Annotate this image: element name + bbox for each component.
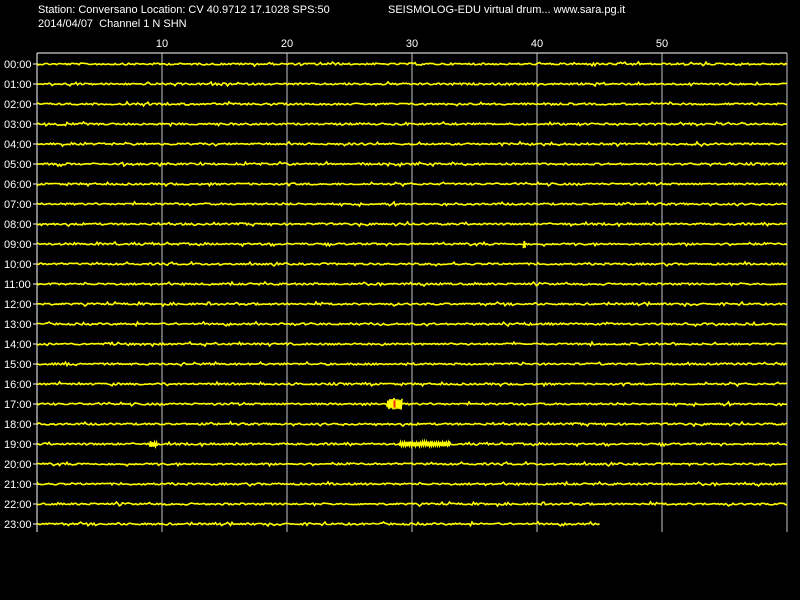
row-label-2200: 22:00 (4, 499, 32, 511)
trace-row-2300 (36, 520, 600, 528)
row-label-0400: 04:00 (4, 139, 32, 151)
row-label-1400: 14:00 (4, 339, 32, 351)
row-label-0500: 05:00 (4, 159, 32, 171)
event-trace-3 (522, 240, 527, 249)
station-info: Station: Conversano Location: CV 40.9712… (38, 4, 330, 16)
trace-row-0200 (37, 100, 788, 108)
row-label-1100: 11:00 (4, 279, 31, 291)
trace-row-0500 (36, 160, 788, 168)
trace-row-0300 (36, 120, 788, 128)
trace-row-2100 (36, 480, 788, 488)
row-label-1300: 13:00 (4, 319, 32, 331)
x-tick-label-10: 10 (156, 38, 168, 50)
row-label-2300: 23:00 (4, 519, 32, 531)
x-tick-label-50: 50 (656, 38, 668, 50)
date-channel-info: 2014/04/07 Channel 1 N SHN (38, 18, 187, 30)
event-trace-2 (398, 438, 451, 450)
row-label-0000: 00:00 (4, 59, 32, 71)
row-label-2000: 20:00 (4, 459, 32, 471)
trace-row-2200 (36, 500, 788, 508)
program-title: SEISMOLOG-EDU virtual drum... www.sara.p… (388, 4, 626, 16)
trace-row-1500 (36, 360, 788, 368)
trace-row-0000 (36, 60, 788, 68)
row-label-0700: 07:00 (4, 199, 32, 211)
row-label-2100: 21:00 (4, 479, 32, 491)
row-label-1600: 16:00 (4, 379, 32, 391)
row-label-0900: 09:00 (4, 239, 32, 251)
trace-row-1200 (36, 300, 788, 308)
x-tick-label-30: 30 (406, 38, 418, 50)
trace-row-1700 (36, 400, 788, 408)
row-label-0600: 06:00 (4, 179, 32, 191)
row-label-0800: 08:00 (4, 219, 32, 231)
trace-row-1400 (36, 340, 788, 348)
row-label-1900: 19:00 (4, 439, 32, 451)
event-trace-1 (148, 439, 159, 450)
trace-row-0400 (36, 140, 788, 148)
trace-row-0800 (36, 220, 788, 228)
row-label-1200: 12:00 (4, 299, 32, 311)
trace-row-1000 (36, 260, 788, 267)
x-tick-label-40: 40 (531, 38, 543, 50)
trace-row-1800 (36, 420, 788, 428)
row-label-1000: 10:00 (4, 259, 32, 271)
trace-row-1100 (36, 280, 788, 288)
x-tick-label-20: 20 (281, 38, 293, 50)
trace-row-0700 (36, 200, 788, 208)
row-label-1500: 15:00 (4, 359, 32, 371)
trace-row-2000 (36, 460, 788, 468)
trace-row-1600 (37, 380, 788, 388)
trace-row-0100 (36, 80, 788, 88)
row-label-1700: 17:00 (4, 399, 32, 411)
trace-row-0900 (36, 240, 788, 248)
row-label-1800: 18:00 (4, 419, 32, 431)
row-label-0300: 03:00 (4, 119, 32, 131)
row-label-0200: 02:00 (4, 99, 32, 111)
trace-row-1300 (36, 320, 788, 328)
trace-row-0600 (36, 181, 788, 188)
row-label-0100: 01:00 (4, 79, 32, 91)
